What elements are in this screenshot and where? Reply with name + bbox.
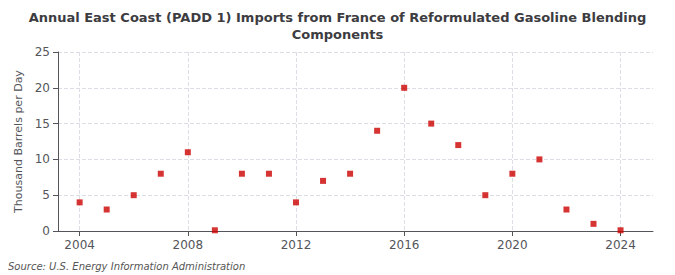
svg-text:Components: Components <box>292 27 384 42</box>
svg-text:Annual East Coast (PADD 1) Imp: Annual East Coast (PADD 1) Imports from … <box>29 10 647 25</box>
svg-text:20: 20 <box>35 81 50 95</box>
svg-text:2008: 2008 <box>173 238 204 252</box>
svg-text:0: 0 <box>42 224 50 238</box>
svg-text:2024: 2024 <box>605 238 636 252</box>
svg-text:5: 5 <box>42 188 50 202</box>
svg-text:2012: 2012 <box>281 238 312 252</box>
svg-text:10: 10 <box>35 152 50 166</box>
svg-text:Thousand Barrels per Day: Thousand Barrels per Day <box>12 70 25 214</box>
svg-text:15: 15 <box>35 117 50 131</box>
svg-text:2020: 2020 <box>497 238 528 252</box>
svg-text:2004: 2004 <box>64 238 95 252</box>
svg-text:2016: 2016 <box>389 238 420 252</box>
svg-text:25: 25 <box>35 45 50 59</box>
svg-text:Source: U.S. Energy Informatio: Source: U.S. Energy Information Administ… <box>8 261 245 272</box>
